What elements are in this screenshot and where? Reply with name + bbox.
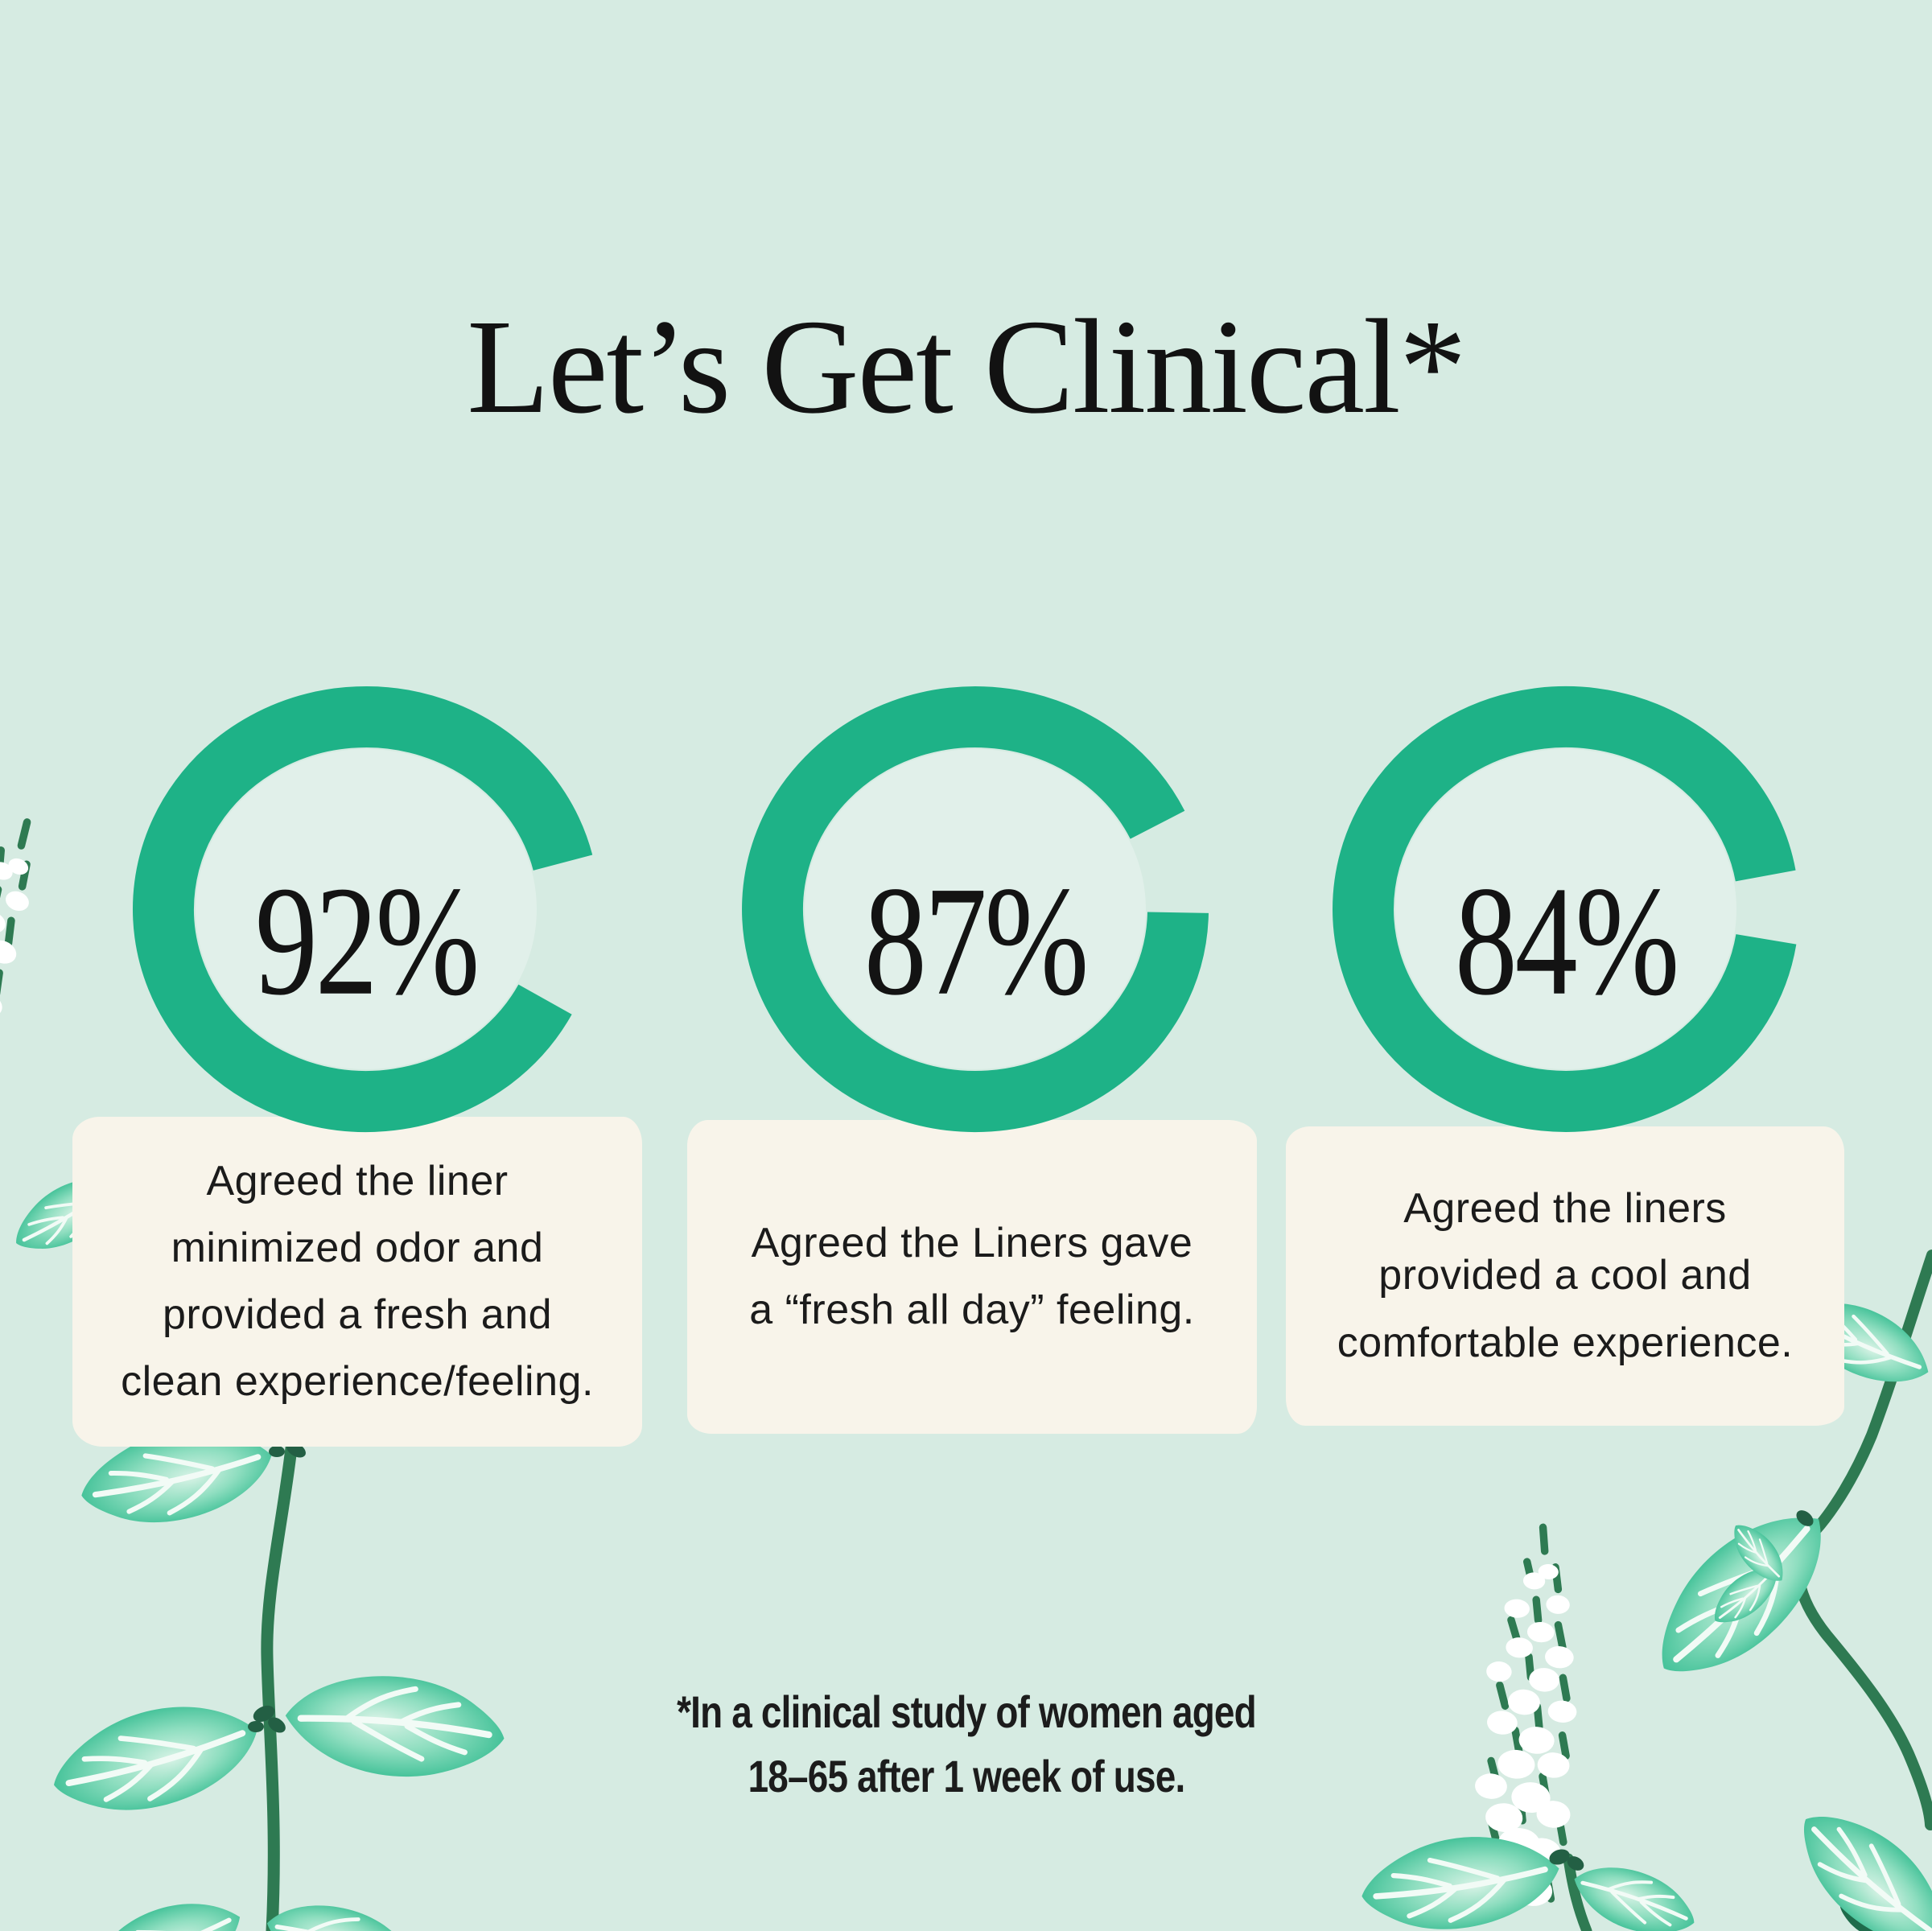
stat-card-2: Agreed the Liners gave a “fresh all day” … [687,1120,1257,1434]
mint-leaf-bottom-right-corner [1778,1789,1932,1931]
donut-ring-87 [742,686,1209,1133]
footnote-line-1: *In a clinical study of women aged [676,1686,1257,1737]
mint-sprig-right [1630,1250,1932,1830]
flower-spike-bottom-right [1356,1524,1704,1931]
page-title: Let’s Get Clinical* [467,292,1466,442]
stat-percent-87: 87% [863,854,1090,1028]
stat-percent-92: 92% [254,854,480,1028]
stat-card-1-text: Agreed the liner minimized odor and provid… [121,1157,594,1406]
donut-ring-92 [133,686,593,1132]
donut-ring-84 [1333,686,1797,1132]
flower-spike-top-left [0,803,72,1194]
stat-percent-84: 84% [1454,854,1680,1028]
stat-card-2-text: Agreed the Liners gave a “fresh all day” … [749,1219,1195,1333]
stat-card-3-text: Agreed the liners provided a cool and comf… [1337,1185,1794,1366]
footnote: *In a clinical study of women aged 18–65… [676,1680,1257,1809]
stat-card-3: Agreed the liners provided a cool and comf… [1286,1126,1844,1426]
stat-card-1: Agreed the liner minimized odor and provid… [72,1117,642,1447]
footnote-line-2: 18–65 after 1 week of use. [748,1751,1185,1802]
